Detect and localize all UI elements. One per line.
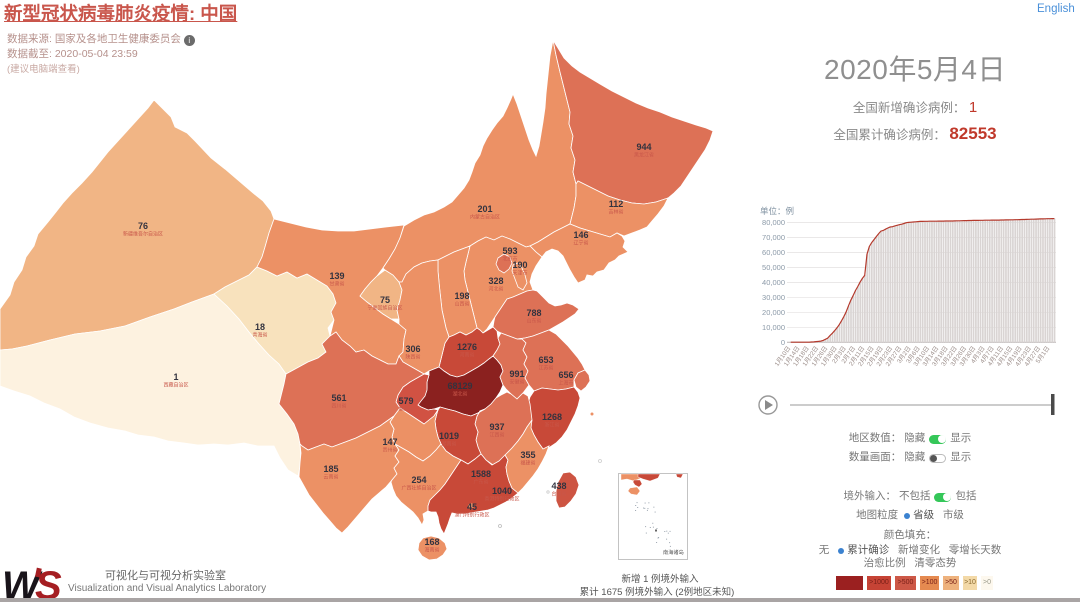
svg-text:北京市: 北京市: [502, 256, 517, 263]
svg-text:579: 579: [398, 396, 413, 406]
svg-text:20,000: 20,000: [762, 308, 785, 317]
svg-text:陕西省: 陕西省: [405, 354, 420, 361]
svg-text:991: 991: [509, 369, 524, 379]
svg-text:海南省: 海南省: [424, 547, 439, 554]
svg-text:139: 139: [329, 271, 344, 281]
svg-text:湖南省: 湖南省: [441, 441, 456, 448]
svg-text:30,000: 30,000: [762, 293, 785, 302]
svg-text:江苏省: 江苏省: [538, 365, 553, 372]
svg-text:河南省: 河南省: [459, 352, 474, 359]
svg-text:76: 76: [138, 221, 148, 231]
svg-text:190: 190: [512, 260, 527, 270]
svg-text:山东省: 山东省: [526, 318, 541, 325]
svg-text:1268: 1268: [542, 412, 562, 422]
svg-text:60,000: 60,000: [762, 248, 785, 257]
svg-text:辽宁省: 辽宁省: [573, 240, 588, 247]
svg-text:146: 146: [573, 230, 588, 240]
svg-text:185: 185: [323, 464, 338, 474]
svg-text:湖北省: 湖北省: [452, 391, 467, 398]
svg-text:1040: 1040: [492, 486, 512, 496]
svg-text:新疆维吾尔自治区: 新疆维吾尔自治区: [123, 231, 163, 238]
svg-text:45: 45: [467, 502, 477, 512]
svg-text:438: 438: [551, 481, 566, 491]
svg-text:937: 937: [489, 422, 504, 432]
svg-text:70,000: 70,000: [762, 233, 785, 242]
svg-text:653: 653: [538, 355, 553, 365]
svg-text:云南省: 云南省: [323, 474, 338, 481]
svg-text:吉林省: 吉林省: [608, 209, 623, 216]
svg-text:561: 561: [331, 393, 346, 403]
svg-text:788: 788: [526, 308, 541, 318]
svg-text:青海省: 青海省: [252, 332, 267, 339]
svg-text:福建省: 福建省: [520, 460, 535, 467]
svg-text:广东省: 广东省: [473, 479, 488, 486]
svg-text:147: 147: [382, 437, 397, 447]
svg-text:澳门特别行政区: 澳门特别行政区: [454, 512, 489, 519]
svg-text:18: 18: [255, 322, 265, 332]
svg-text:河北省: 河北省: [488, 286, 503, 293]
svg-text:四川省: 四川省: [331, 403, 346, 410]
svg-text:10,000: 10,000: [762, 323, 785, 332]
svg-text:40,000: 40,000: [762, 278, 785, 287]
svg-text:安徽省: 安徽省: [509, 379, 524, 386]
svg-text:W: W: [2, 564, 43, 602]
svg-text:1588: 1588: [471, 469, 491, 479]
svg-text:香港特别行政区: 香港特别行政区: [484, 496, 519, 503]
svg-text:宁夏回族自治区: 宁夏回族自治区: [367, 305, 402, 312]
svg-text:1019: 1019: [439, 431, 459, 441]
svg-text:328: 328: [488, 276, 503, 286]
svg-text:上海市: 上海市: [558, 380, 573, 387]
svg-text:1: 1: [173, 372, 178, 382]
svg-text:1276: 1276: [457, 342, 477, 352]
svg-text:0: 0: [781, 338, 785, 347]
svg-text:台湾省: 台湾省: [551, 491, 566, 498]
svg-text:254: 254: [411, 475, 426, 485]
svg-text:浙江省: 浙江省: [544, 422, 559, 429]
svg-text:944: 944: [636, 142, 651, 152]
svg-text:198: 198: [454, 291, 469, 301]
svg-text:黑龙江省: 黑龙江省: [634, 152, 654, 159]
svg-text:68129: 68129: [447, 381, 472, 391]
svg-text:内蒙古自治区: 内蒙古自治区: [470, 214, 500, 221]
svg-text:广西壮族自治区: 广西壮族自治区: [401, 485, 436, 492]
svg-text:593: 593: [502, 246, 517, 256]
svg-text:201: 201: [477, 204, 492, 214]
svg-text:天津市: 天津市: [512, 270, 527, 277]
svg-text:80,000: 80,000: [762, 218, 785, 227]
svg-text:75: 75: [380, 295, 390, 305]
svg-text:甘肃省: 甘肃省: [329, 281, 344, 288]
svg-text:南海诸岛: 南海诸岛: [663, 548, 684, 556]
svg-text:112: 112: [609, 199, 624, 209]
svg-text:重庆市: 重庆市: [398, 406, 413, 413]
svg-text:西藏自治区: 西藏自治区: [163, 382, 188, 389]
svg-text:贵州省: 贵州省: [382, 447, 397, 454]
svg-text:306: 306: [405, 344, 420, 354]
svg-text:50,000: 50,000: [762, 263, 785, 272]
svg-text:单位：例: 单位：例: [760, 206, 794, 216]
svg-text:656: 656: [558, 370, 573, 380]
svg-text:江西省: 江西省: [489, 432, 504, 439]
svg-text:355: 355: [520, 450, 535, 460]
svg-text:168: 168: [424, 537, 439, 547]
svg-text:山西省: 山西省: [454, 301, 469, 308]
